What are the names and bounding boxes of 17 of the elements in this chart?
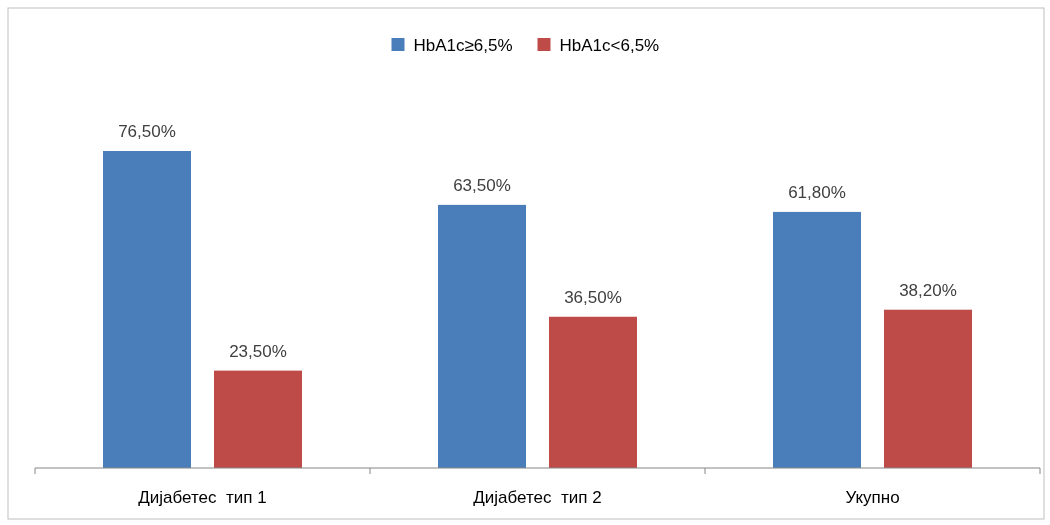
data-label: 76,50% [118,122,176,141]
data-label: 61,80% [788,182,846,202]
data-label: 36,50% [564,287,622,307]
bar [884,309,972,468]
bar [549,316,637,468]
bar [214,370,302,468]
data-label: 63,50% [453,175,511,195]
data-label: 38,20% [899,280,957,300]
bar [103,151,191,468]
legend-label: HbA1c<6,5% [559,36,660,55]
x-tick-label: Укупно [845,488,900,507]
bar [438,204,526,468]
data-label: 23,50% [229,341,287,361]
legend-label: HbA1c≥6,5% [413,36,513,55]
bar [773,211,861,468]
x-tick-label: Дијабетес тип 2 [473,488,602,507]
x-tick-label: Дијабетес тип 1 [138,488,267,507]
